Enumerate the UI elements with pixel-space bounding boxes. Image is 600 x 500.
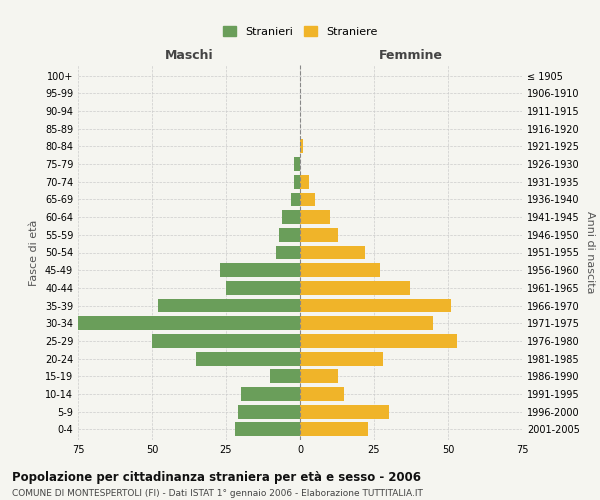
Y-axis label: Fasce di età: Fasce di età [29,220,39,286]
Bar [300,316,433,330]
Bar [300,352,383,366]
Bar [152,334,300,348]
Bar [220,264,300,277]
Bar [196,352,300,366]
Bar [300,210,329,224]
Bar [238,405,300,418]
Bar [279,228,300,241]
Y-axis label: Anni di nascita: Anni di nascita [585,211,595,294]
Bar [300,175,309,188]
Legend: Stranieri, Straniere: Stranieri, Straniere [218,22,382,42]
Bar [300,422,368,436]
Bar [300,192,315,206]
Bar [300,370,338,383]
Text: Maschi: Maschi [164,50,214,62]
Bar [277,246,300,260]
Bar [294,175,300,188]
Text: COMUNE DI MONTESPERTOLI (FI) - Dati ISTAT 1° gennaio 2006 - Elaborazione TUTTITA: COMUNE DI MONTESPERTOLI (FI) - Dati ISTA… [12,489,423,498]
Bar [300,228,338,241]
Text: Femmine: Femmine [379,50,443,62]
Bar [300,298,451,312]
Bar [300,387,344,401]
Bar [226,281,300,295]
Bar [235,422,300,436]
Bar [300,405,389,418]
Bar [300,264,380,277]
Bar [158,298,300,312]
Bar [241,387,300,401]
Bar [300,334,457,348]
Bar [300,246,365,260]
Bar [78,316,300,330]
Bar [300,281,410,295]
Bar [291,192,300,206]
Bar [271,370,300,383]
Bar [282,210,300,224]
Bar [294,157,300,171]
Text: Popolazione per cittadinanza straniera per età e sesso - 2006: Popolazione per cittadinanza straniera p… [12,472,421,484]
Bar [300,140,303,153]
